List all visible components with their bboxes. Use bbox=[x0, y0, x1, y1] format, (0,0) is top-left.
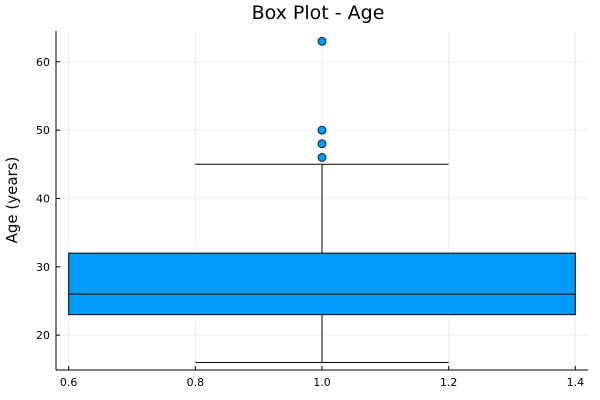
x-tick-label: 1.4 bbox=[567, 376, 585, 389]
x-tick-label: 1.2 bbox=[440, 376, 458, 389]
x-tick-label: 0.6 bbox=[60, 376, 78, 389]
y-axis-label: Age (years) bbox=[3, 157, 21, 244]
outlier-point bbox=[317, 153, 327, 162]
outliers bbox=[317, 36, 327, 162]
y-axis-ticks: 20 30 40 50 60 bbox=[36, 56, 60, 342]
x-tick-label: 0.8 bbox=[187, 376, 205, 389]
outlier-point bbox=[317, 139, 327, 149]
y-tick-label: 20 bbox=[36, 329, 50, 342]
chart-title: Box Plot - Age bbox=[252, 2, 385, 24]
x-axis-ticks: 0.6 0.8 1.0 1.2 1.4 bbox=[60, 366, 584, 389]
outlier-point bbox=[317, 36, 327, 46]
x-tick-label: 1.0 bbox=[313, 376, 331, 389]
y-tick-label: 60 bbox=[36, 56, 50, 69]
outlier-point bbox=[317, 125, 327, 135]
y-tick-label: 30 bbox=[36, 261, 50, 274]
box-element bbox=[68, 163, 576, 363]
y-tick-label: 50 bbox=[36, 124, 50, 137]
iqr-box bbox=[68, 252, 576, 316]
y-tick-label: 40 bbox=[36, 192, 50, 205]
